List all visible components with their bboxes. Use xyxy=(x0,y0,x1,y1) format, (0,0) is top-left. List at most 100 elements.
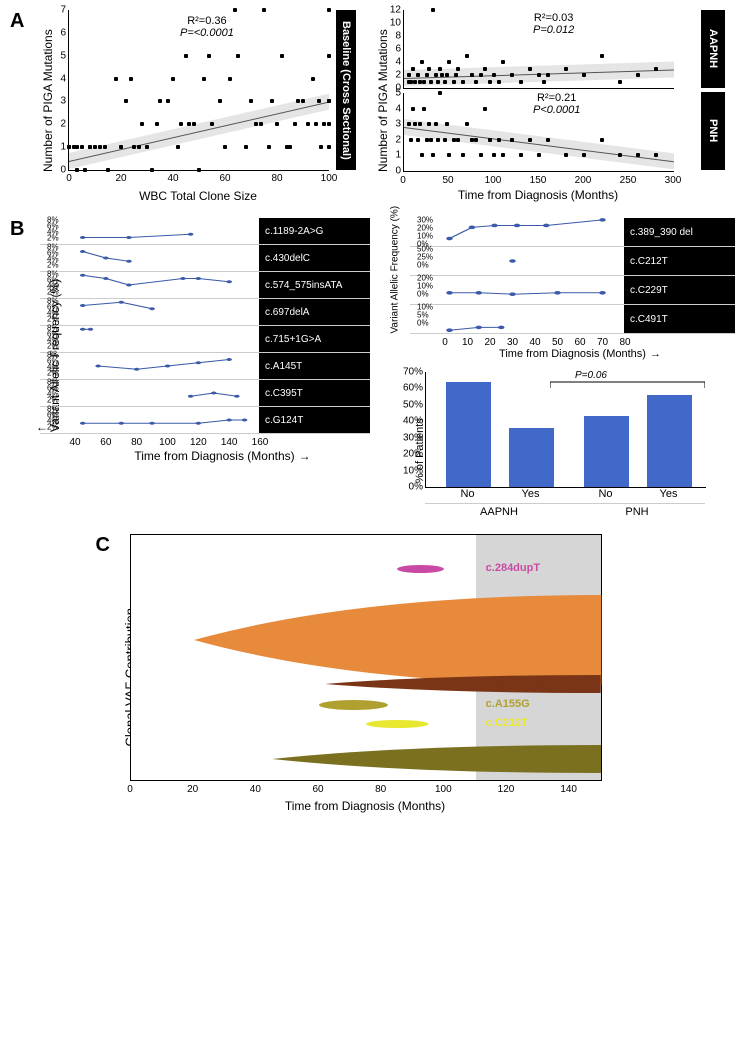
data-point xyxy=(322,122,326,126)
data-point xyxy=(296,99,300,103)
data-point xyxy=(411,107,415,111)
data-point xyxy=(654,153,658,157)
data-point xyxy=(636,73,640,77)
variant-label: c.430delC xyxy=(259,245,370,271)
variant-label: c.574_575insATA xyxy=(259,272,370,298)
data-point xyxy=(416,138,420,142)
data-point xyxy=(411,67,415,71)
tick: 50 xyxy=(442,172,453,186)
tick: 30 xyxy=(507,334,518,348)
tick: 0 xyxy=(127,781,133,795)
panel-b-label: B xyxy=(10,218,24,240)
data-point xyxy=(124,99,128,103)
variant-row: c.430delC8%6%4%2% xyxy=(40,245,370,272)
data-point xyxy=(510,73,514,77)
data-point xyxy=(106,168,110,172)
data-point xyxy=(422,80,426,84)
data-point xyxy=(407,73,411,77)
tick: 0 xyxy=(400,172,406,186)
data-point xyxy=(75,145,79,149)
data-point xyxy=(137,145,141,149)
variant-label: c.C229T xyxy=(624,276,735,304)
data-point xyxy=(88,145,92,149)
tick: 20 xyxy=(484,334,495,348)
tick: 60 xyxy=(312,781,323,795)
clone-shape xyxy=(325,675,601,693)
tick: 10% xyxy=(403,465,426,476)
data-point xyxy=(474,80,478,84)
tick: 20% xyxy=(403,449,426,460)
tick: 0% xyxy=(417,319,429,328)
data-point xyxy=(327,8,331,12)
clone-shape xyxy=(272,745,601,773)
tick: 140 xyxy=(560,781,577,795)
data-point xyxy=(80,145,84,149)
panel-b-left: Variant Allelic Frequency (%) c.1189-2A>… xyxy=(40,218,370,463)
data-point xyxy=(249,99,253,103)
data-point xyxy=(434,122,438,126)
tick: 1 xyxy=(395,150,404,161)
data-point xyxy=(327,145,331,149)
data-point xyxy=(582,153,586,157)
data-point xyxy=(427,122,431,126)
tick: 50% xyxy=(403,399,426,410)
tick: 0% xyxy=(417,261,429,270)
variant-label: c.G124T xyxy=(259,407,370,433)
data-point xyxy=(461,153,465,157)
tick: 2 xyxy=(60,119,69,130)
variant-row: c.574_575insATA8%6%4%2% xyxy=(40,272,370,299)
tick: 200 xyxy=(575,172,592,186)
data-point xyxy=(564,67,568,71)
tick: 70% xyxy=(403,367,426,378)
data-point xyxy=(207,54,211,58)
tick: 70 xyxy=(597,334,608,348)
variant-label: c.715+1G>A xyxy=(259,326,370,352)
tick: 60 xyxy=(219,170,230,184)
tick: 0 xyxy=(442,334,448,348)
variant-row: c.C212T50%25%0% xyxy=(410,247,735,276)
tick: 100 xyxy=(159,434,176,448)
data-point xyxy=(443,80,447,84)
data-point xyxy=(228,77,232,81)
data-point xyxy=(259,122,263,126)
tick: 60 xyxy=(100,434,111,448)
data-point xyxy=(537,153,541,157)
panel-b-right-bar: % of Patients P=0.06 0%10%20%30%40%50%60… xyxy=(425,372,735,519)
clone-shape xyxy=(194,595,601,685)
variant-row: c.G124T8%6%4%2% xyxy=(40,407,370,434)
panel-b-right-top: Variant Allelic Frequency (%) c.389_390 … xyxy=(390,218,735,360)
tick: 20 xyxy=(115,170,126,184)
tick: 4 xyxy=(395,57,404,68)
data-point xyxy=(129,77,133,81)
clone-shape xyxy=(397,565,444,573)
data-point xyxy=(440,73,444,77)
tick: 2 xyxy=(395,134,404,145)
variant-row: c.C229T20%10%0% xyxy=(410,276,735,305)
data-point xyxy=(427,67,431,71)
data-point xyxy=(293,122,297,126)
data-point xyxy=(528,138,532,142)
data-point xyxy=(465,54,469,58)
a-left-band: Baseline (Cross Sectional) xyxy=(336,10,356,170)
clone-label: c.C212T xyxy=(486,717,528,729)
data-point xyxy=(311,77,315,81)
tick: 120 xyxy=(190,434,207,448)
clone-label: c.715+1G>A xyxy=(486,677,549,689)
data-point xyxy=(528,67,532,71)
data-point xyxy=(564,153,568,157)
data-point xyxy=(497,138,501,142)
bar-group: PNH xyxy=(625,506,648,518)
tick: 12 xyxy=(390,5,404,16)
data-point xyxy=(187,122,191,126)
bar-category: Yes xyxy=(660,488,678,500)
panel-a-left: R²=0.36 P=<0.0001 Number of PIGA Mutatio… xyxy=(40,10,350,203)
tick: 150 xyxy=(530,172,547,186)
data-point xyxy=(479,153,483,157)
tick: 80 xyxy=(131,434,142,448)
data-point xyxy=(483,107,487,111)
tick: 10 xyxy=(390,18,404,29)
data-point xyxy=(654,67,658,71)
data-point xyxy=(218,99,222,103)
data-point xyxy=(483,67,487,71)
data-point xyxy=(431,8,435,12)
